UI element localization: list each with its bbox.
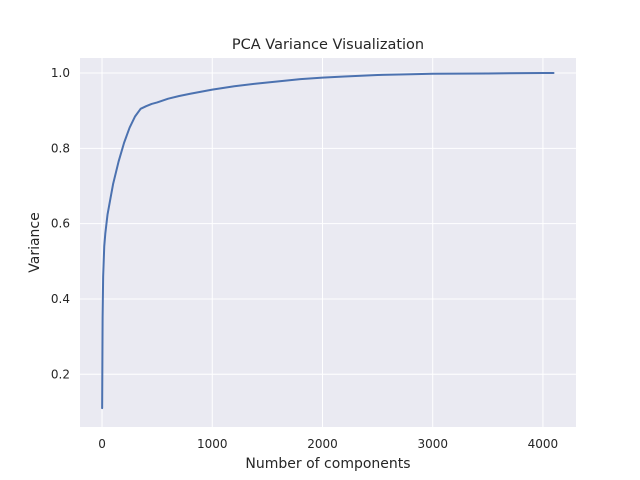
- y-tick-label: 0.8: [51, 141, 70, 155]
- x-tick-label: 2000: [307, 437, 338, 451]
- series-line: [101, 72, 555, 410]
- plot-area: [80, 58, 576, 427]
- x-tick-label: 0: [98, 437, 106, 451]
- chart-title: PCA Variance Visualization: [232, 37, 424, 53]
- series-layer: [101, 72, 555, 410]
- y-tick-label: 0.6: [51, 217, 70, 231]
- x-axis-ticks: 0 1000 2000 3000 4000: [98, 437, 558, 451]
- x-tick-label: 3000: [417, 437, 448, 451]
- y-axis-label: Variance: [27, 212, 43, 272]
- x-tick-label: 1000: [197, 437, 228, 451]
- x-axis-label: Number of components: [245, 456, 410, 472]
- y-tick-label: 1.0: [51, 66, 70, 80]
- y-tick-label: 0.2: [51, 367, 70, 381]
- y-tick-label: 0.4: [51, 292, 70, 306]
- x-tick-label: 4000: [528, 437, 559, 451]
- y-axis-ticks: 0.2 0.4 0.6 0.8 1.0: [51, 66, 70, 381]
